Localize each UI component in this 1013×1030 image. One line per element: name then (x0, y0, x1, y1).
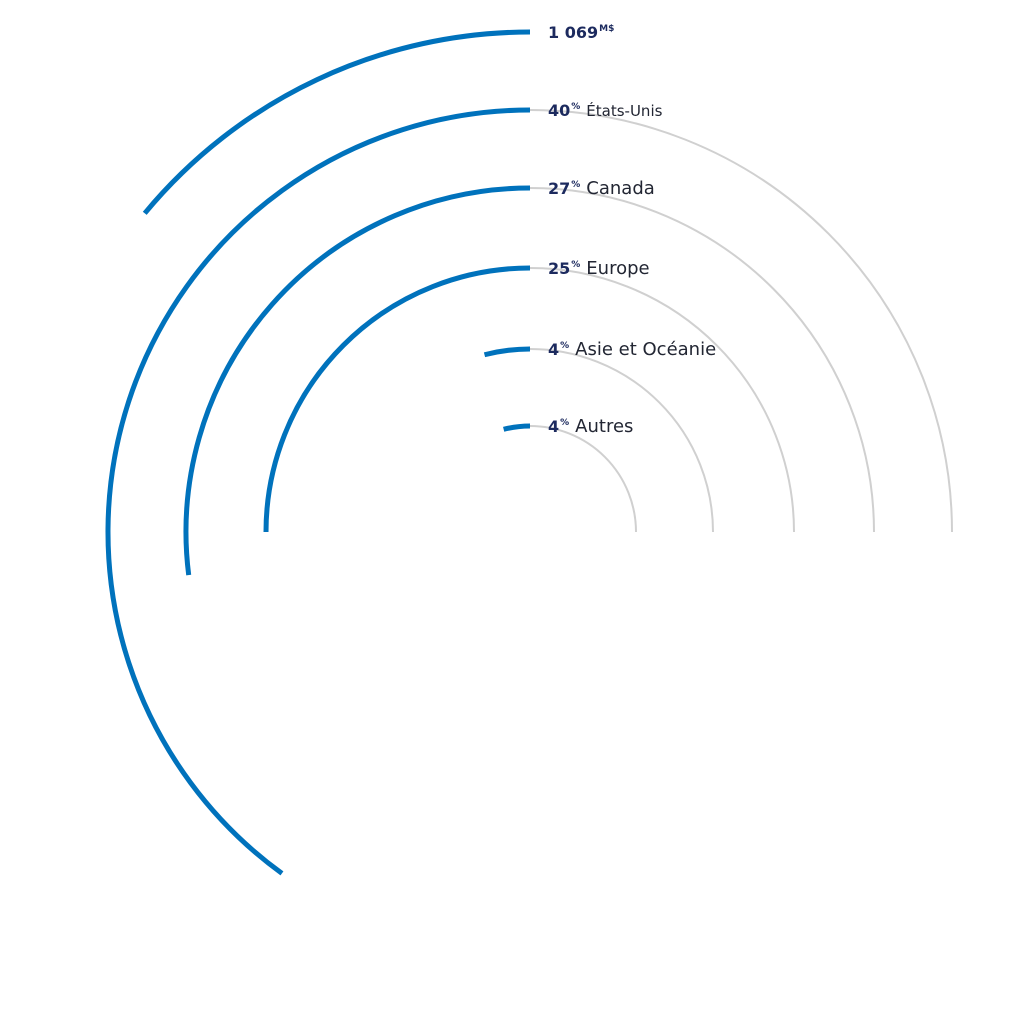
category-label-3: 4% Asie et Océanie (548, 339, 716, 360)
ring-value-arc-0 (105, 107, 531, 876)
total-ring-arc (142, 29, 531, 215)
category-label-2: 25% Europe (548, 258, 650, 279)
ring-track-3 (529, 348, 714, 533)
ring-value-arc-3 (483, 346, 531, 358)
ring-track-1 (529, 187, 875, 533)
category-label-1: 27% Canada (548, 178, 655, 199)
ring-value-arc-2 (263, 265, 531, 533)
ring-track-2 (529, 267, 795, 533)
ring-value-arc-1 (183, 185, 531, 576)
rings-group (105, 29, 953, 876)
ring-value-arc-4 (503, 423, 531, 432)
ring-track-0 (529, 109, 953, 533)
ring-track-4 (529, 425, 637, 533)
category-label-0: 40% États-Unis (548, 101, 663, 120)
total-label: 1 069M$ (548, 23, 614, 42)
category-label-4: 4% Autres (548, 416, 633, 437)
